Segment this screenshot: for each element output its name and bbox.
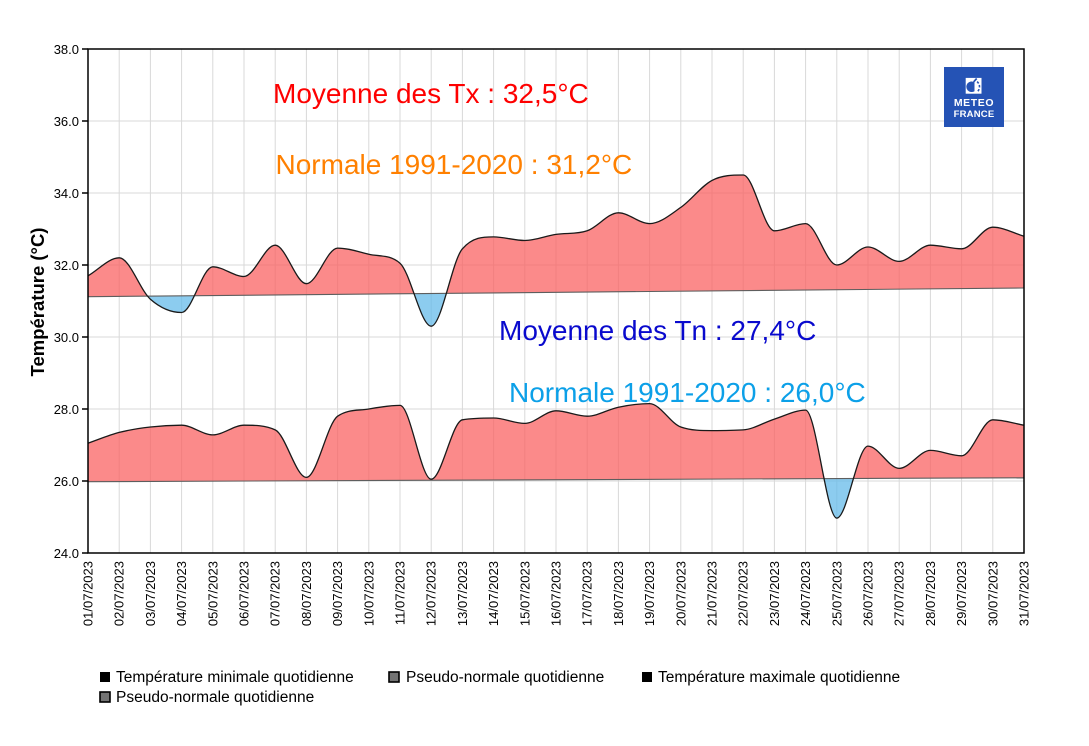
svg-text:25/07/2023: 25/07/2023 — [829, 561, 844, 626]
svg-text:16/07/2023: 16/07/2023 — [549, 561, 564, 626]
svg-text:Température (°C): Température (°C) — [27, 228, 48, 377]
svg-text:05/07/2023: 05/07/2023 — [205, 561, 220, 626]
svg-text:FRANCE: FRANCE — [954, 109, 995, 120]
svg-text:36.0: 36.0 — [54, 114, 79, 129]
svg-text:Moyenne des Tx : 32,5°C: Moyenne des Tx : 32,5°C — [273, 78, 589, 109]
svg-text:29/07/2023: 29/07/2023 — [954, 561, 969, 626]
svg-text:Normale 1991-2020 : 31,2°C: Normale 1991-2020 : 31,2°C — [276, 149, 633, 180]
svg-text:30/07/2023: 30/07/2023 — [985, 561, 1000, 626]
svg-text:03/07/2023: 03/07/2023 — [143, 561, 158, 626]
svg-text:23/07/2023: 23/07/2023 — [767, 561, 782, 626]
svg-text:14/07/2023: 14/07/2023 — [486, 561, 501, 626]
svg-text:Moyenne des Tn : 27,4°C: Moyenne des Tn : 27,4°C — [499, 315, 816, 346]
svg-text:19/07/2023: 19/07/2023 — [642, 561, 657, 626]
svg-text:08/07/2023: 08/07/2023 — [299, 561, 314, 626]
svg-text:METEO: METEO — [954, 97, 994, 109]
svg-text:31/07/2023: 31/07/2023 — [1017, 561, 1032, 626]
svg-text:28.0: 28.0 — [54, 402, 79, 417]
svg-text:30.0: 30.0 — [54, 330, 79, 345]
svg-text:17/07/2023: 17/07/2023 — [580, 561, 595, 626]
svg-text:01/07/2023: 01/07/2023 — [81, 561, 96, 626]
svg-text:24/07/2023: 24/07/2023 — [798, 561, 813, 626]
svg-text:Pseudo-normale quotidienne: Pseudo-normale quotidienne — [116, 689, 314, 706]
svg-text:26.0: 26.0 — [54, 474, 79, 489]
svg-text:09/07/2023: 09/07/2023 — [330, 561, 345, 626]
svg-text:24.0: 24.0 — [54, 546, 79, 561]
svg-text:06/07/2023: 06/07/2023 — [237, 561, 252, 626]
svg-text:22/07/2023: 22/07/2023 — [736, 561, 751, 626]
svg-text:10/07/2023: 10/07/2023 — [361, 561, 376, 626]
svg-text:20/07/2023: 20/07/2023 — [673, 561, 688, 626]
svg-text:26/07/2023: 26/07/2023 — [861, 561, 876, 626]
svg-text:27/07/2023: 27/07/2023 — [892, 561, 907, 626]
svg-text:11/07/2023: 11/07/2023 — [393, 561, 408, 625]
svg-text:07/07/2023: 07/07/2023 — [268, 561, 283, 626]
svg-text:21/07/2023: 21/07/2023 — [705, 561, 720, 626]
svg-text:12/07/2023: 12/07/2023 — [424, 561, 439, 626]
svg-text:13/07/2023: 13/07/2023 — [455, 561, 470, 626]
svg-text:Normale 1991-2020 : 26,0°C: Normale 1991-2020 : 26,0°C — [509, 377, 866, 408]
svg-text:Pseudo-normale quotidienne: Pseudo-normale quotidienne — [406, 669, 604, 686]
svg-text:15/07/2023: 15/07/2023 — [517, 561, 532, 626]
svg-text:28/07/2023: 28/07/2023 — [923, 561, 938, 626]
svg-text:02/07/2023: 02/07/2023 — [112, 561, 127, 626]
svg-text:34.0: 34.0 — [54, 186, 79, 201]
svg-text:04/07/2023: 04/07/2023 — [174, 561, 189, 626]
svg-text:32.0: 32.0 — [54, 258, 79, 273]
svg-text:38.0: 38.0 — [54, 42, 79, 57]
svg-text:Température maximale quotidien: Température maximale quotidienne — [658, 669, 900, 686]
svg-text:Température minimale quotidien: Température minimale quotidienne — [116, 669, 354, 686]
svg-text:18/07/2023: 18/07/2023 — [611, 561, 626, 626]
